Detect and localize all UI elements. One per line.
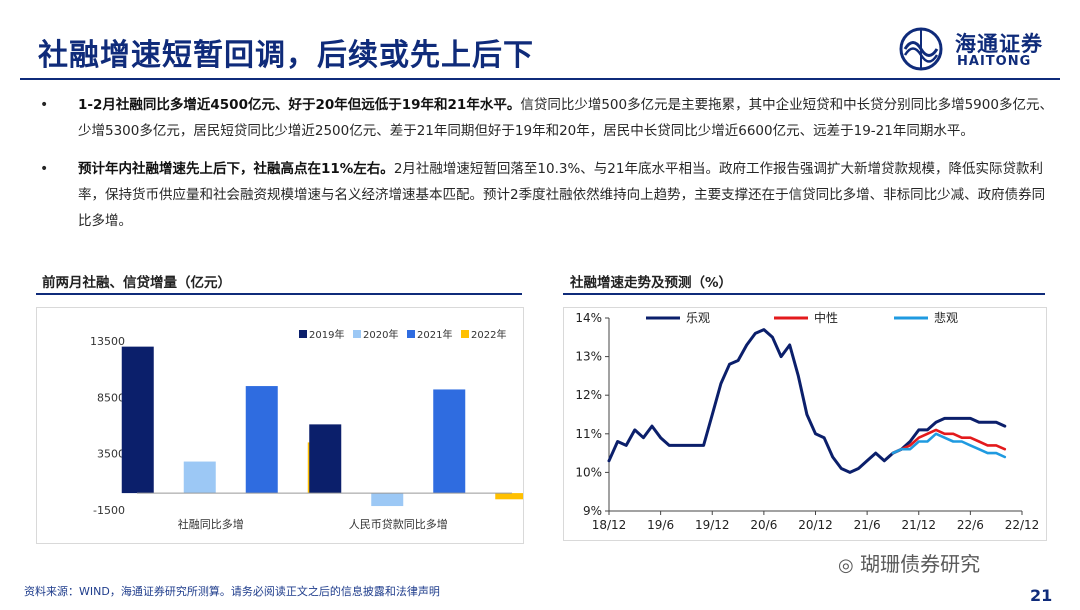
bar-1-3 bbox=[495, 493, 528, 500]
bullet-list: • 1-2月社融同比多增近4500亿元、好于20年但远低于19年和21年水平。信… bbox=[40, 92, 1055, 246]
watermark-text: 瑚珊债券研究 bbox=[860, 552, 981, 576]
line-series-2 bbox=[891, 432, 1007, 459]
bar-0-0 bbox=[121, 346, 154, 494]
bullet-item-2: • 预计年内社融增速先上后下，社融高点在11%左右。2月社融增速短暂回落至10.… bbox=[40, 156, 1055, 234]
bar-1-0 bbox=[309, 424, 342, 494]
bullet-item-1: • 1-2月社融同比多增近4500亿元、好于20年但远低于19年和21年水平。信… bbox=[40, 92, 1055, 144]
line-x-tick-label: 19/12 bbox=[695, 518, 730, 532]
legend-swatch bbox=[299, 330, 307, 338]
line-x-tick-label: 22/12 bbox=[1005, 518, 1040, 532]
line-x-tick-label: 21/12 bbox=[901, 518, 936, 532]
source-footnote: 资料来源：WIND，海通证券研究所测算。请务必阅读正文之后的信息披露和法律声明 bbox=[24, 585, 440, 598]
wechat-icon: ◎ bbox=[838, 555, 854, 576]
page-number: 21 bbox=[1030, 586, 1053, 605]
bar-x-category-label: 社融同比多增 bbox=[178, 517, 244, 531]
bullet-dot-icon: • bbox=[40, 97, 49, 113]
left-chart-title: 前两月社融、信贷增量（亿元） bbox=[42, 275, 231, 291]
line-y-tick-label: 12% bbox=[575, 388, 602, 402]
legend-swatch bbox=[461, 330, 469, 338]
line-y-tick-label: 14% bbox=[575, 311, 602, 325]
bar-x-category-label: 人民币贷款同比多增 bbox=[349, 517, 448, 531]
line-y-tick-label: 11% bbox=[575, 427, 602, 441]
bar-1-2 bbox=[433, 389, 466, 494]
title-divider bbox=[20, 78, 1060, 80]
line-y-tick-label: 10% bbox=[575, 465, 602, 479]
line-x-tick-label: 19/6 bbox=[647, 518, 674, 532]
line-series-1 bbox=[891, 428, 1007, 455]
line-chart: 14% 13% 12% 11% 10% 9%18/12 19/6 19/12 20/6 20/12… bbox=[575, 310, 1040, 532]
bar-y-tick-label: 8500 bbox=[97, 391, 125, 404]
wechat-watermark: ◎ 瑚珊债券研究 bbox=[838, 548, 980, 577]
bullet-dot-icon: • bbox=[40, 161, 49, 177]
legend-label: 悲观 bbox=[934, 310, 958, 325]
line-x-tick-label: 20/12 bbox=[798, 518, 833, 532]
page-title: 社融增速短暂回调，后续或先上后下 bbox=[38, 38, 534, 73]
legend-label: 2019年 bbox=[309, 328, 344, 341]
logo-text-en: HAITONG bbox=[957, 54, 1032, 69]
legend-label: 2021年 bbox=[417, 328, 452, 341]
line-x-tick-label: 21/6 bbox=[854, 518, 881, 532]
bar-y-tick-label: 3500 bbox=[97, 448, 125, 461]
left-chart-divider bbox=[36, 293, 522, 295]
line-y-tick-label: 9% bbox=[583, 504, 602, 518]
bar-0-1 bbox=[183, 461, 216, 494]
legend-swatch bbox=[407, 330, 415, 338]
bullet-1-bold: 1-2月社融同比多增近4500亿元、好于20年但远低于19年和21年水平。 bbox=[78, 97, 521, 113]
bullet-2-bold: 预计年内社融增速先上后下，社融高点在11%左右。 bbox=[78, 161, 394, 177]
bar-0-2 bbox=[245, 386, 278, 494]
haitong-logo: 海通证券 HAITONG bbox=[895, 24, 1065, 74]
bar-y-tick-label: 13500 bbox=[90, 335, 125, 348]
bar-chart-panel: 13500 8500 3500 -1500 社融同比多增 人民币贷款同比多增 2019年… bbox=[36, 307, 528, 544]
right-chart-title: 社融增速走势及预测（%） bbox=[570, 275, 733, 291]
logo-text-cn: 海通证券 bbox=[955, 31, 1043, 56]
haitong-logo-icon bbox=[899, 27, 943, 71]
line-series-0 bbox=[607, 328, 1007, 474]
legend-label: 乐观 bbox=[686, 311, 710, 325]
line-chart-panel: 14% 13% 12% 11% 10% 9% 18/12 19/6 19/12 20/6 20/12… bbox=[563, 307, 1047, 541]
bar-chart: 13500 8500 3500 -1500 社融同比多增 人民币贷款同比多增 2019年… bbox=[90, 328, 528, 531]
legend-label: 2022年 bbox=[471, 328, 506, 341]
line-y-tick-label: 13% bbox=[575, 350, 602, 364]
line-x-tick-label: 18/12 bbox=[592, 518, 627, 532]
legend-label: 中性 bbox=[814, 310, 838, 325]
bullet-1-text: 信贷同比少增500多亿元是主要拖累，其中企业短贷和中长贷分别同比多增5900多亿… bbox=[78, 97, 1053, 139]
line-x-tick-label: 22/6 bbox=[957, 518, 984, 532]
legend-swatch bbox=[353, 330, 361, 338]
line-x-tick-label: 20/6 bbox=[750, 518, 777, 532]
legend-label: 2020年 bbox=[363, 328, 398, 341]
right-chart-divider bbox=[563, 293, 1045, 295]
bar-1-1 bbox=[371, 493, 404, 507]
bullet-2-text: 2月社融增速短暂回落至10.3%、与21年底水平相当。政府工作报告强调扩大新增贷… bbox=[78, 161, 1046, 229]
bar-y-tick-label: -1500 bbox=[93, 504, 125, 517]
